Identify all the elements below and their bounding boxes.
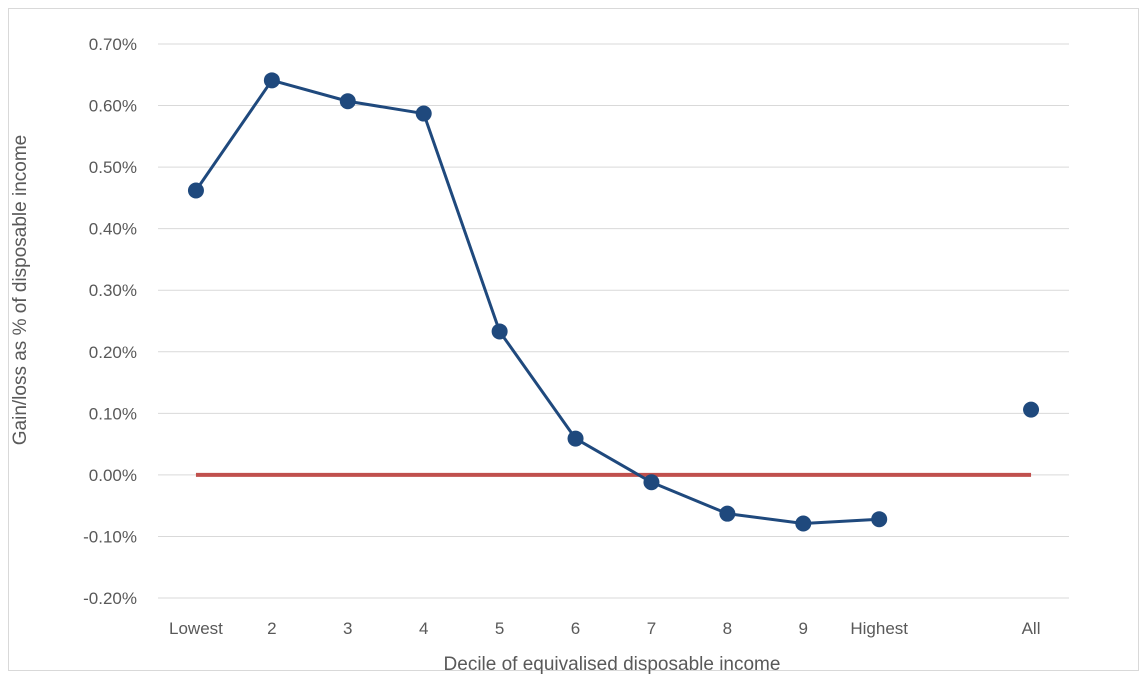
data-point	[871, 511, 888, 528]
x-tick-label: All	[1022, 619, 1041, 638]
y-tick-label: 0.60%	[89, 97, 137, 116]
y-tick-label: 0.30%	[89, 281, 137, 300]
gridlines	[158, 43, 1069, 599]
series-layer	[187, 72, 1040, 532]
x-tick-label: 9	[799, 619, 808, 638]
y-tick-label: 0.20%	[89, 343, 137, 362]
y-tick-label: 0.70%	[89, 35, 137, 54]
y-tick-label: 0.10%	[89, 404, 137, 423]
y-axis-title: Gain/loss as % of disposable income	[10, 135, 31, 446]
x-tick-label: 5	[495, 619, 504, 638]
y-tick-label: -0.20%	[83, 589, 137, 608]
x-tick-label: 2	[267, 619, 276, 638]
x-axis-tick-labels: Lowest 2 3 4 5 6 7 8 9 Highest All	[169, 619, 1040, 638]
x-tick-label: Lowest	[169, 619, 223, 638]
x-tick-label: 3	[343, 619, 352, 638]
data-point	[491, 323, 508, 340]
data-point	[719, 505, 736, 522]
data-point	[339, 93, 356, 110]
data-point	[1023, 401, 1040, 418]
x-tick-label: 7	[647, 619, 656, 638]
x-tick-label: 6	[571, 619, 580, 638]
y-tick-label: 0.50%	[89, 158, 137, 177]
data-point	[415, 105, 432, 122]
x-tick-label: Highest	[850, 619, 908, 638]
data-point	[643, 474, 660, 491]
chart-frame	[8, 8, 1139, 671]
data-point	[263, 72, 280, 89]
data-point	[187, 182, 204, 199]
y-axis-tick-labels: -0.20% -0.10% 0.00% 0.10% 0.20% 0.30% 0.40% 0.5…	[83, 35, 137, 608]
x-tick-label: 4	[419, 619, 428, 638]
x-axis-title: Decile of equivalised disposable income	[444, 654, 781, 675]
data-point	[567, 430, 584, 447]
y-tick-label: 0.00%	[89, 466, 137, 485]
y-tick-label: 0.40%	[89, 220, 137, 239]
data-point	[795, 515, 812, 532]
x-tick-label: 8	[723, 619, 732, 638]
series-line	[194, 78, 880, 526]
y-tick-label: -0.10%	[83, 527, 137, 546]
